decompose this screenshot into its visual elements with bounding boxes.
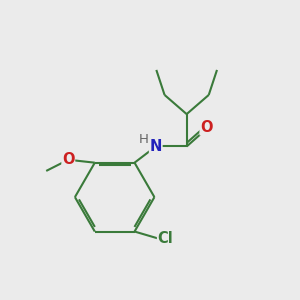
Text: H: H [138,133,148,146]
Text: N: N [150,139,162,154]
Text: O: O [62,152,74,167]
Text: Cl: Cl [158,231,173,246]
Text: O: O [200,120,213,135]
